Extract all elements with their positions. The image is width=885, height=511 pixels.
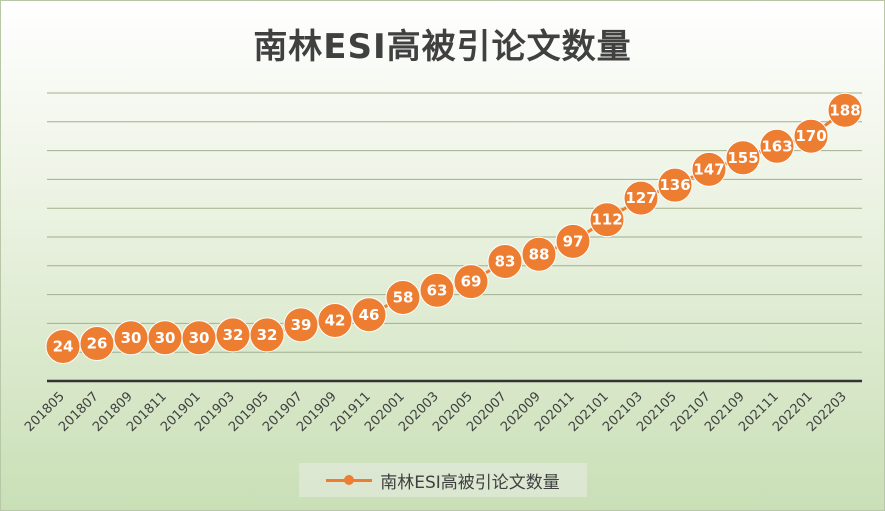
data-label: 63 bbox=[427, 281, 448, 299]
data-label: 188 bbox=[829, 101, 860, 119]
data-point bbox=[79, 326, 115, 362]
data-point bbox=[623, 180, 659, 216]
data-point bbox=[725, 140, 761, 176]
data-point bbox=[385, 279, 421, 315]
legend-label: 南林ESI高被引论文数量 bbox=[380, 472, 560, 493]
data-point bbox=[759, 128, 795, 164]
data-point bbox=[691, 151, 727, 187]
data-label: 163 bbox=[761, 137, 792, 155]
data-label: 32 bbox=[257, 326, 278, 344]
data-label: 88 bbox=[529, 245, 550, 263]
data-label: 26 bbox=[87, 335, 108, 353]
data-point bbox=[521, 236, 557, 272]
data-label: 147 bbox=[693, 160, 724, 178]
data-point bbox=[827, 92, 863, 128]
data-label: 30 bbox=[155, 329, 176, 347]
data-label: 32 bbox=[223, 326, 244, 344]
legend: 南林ESI高被引论文数量 bbox=[299, 463, 587, 497]
data-label: 112 bbox=[591, 211, 622, 229]
data-point bbox=[487, 243, 523, 279]
legend-marker-icon bbox=[326, 473, 373, 487]
data-point bbox=[589, 202, 625, 238]
data-point bbox=[555, 223, 591, 259]
data-point bbox=[793, 118, 829, 154]
data-point bbox=[351, 297, 387, 333]
data-label: 136 bbox=[659, 176, 690, 194]
data-point bbox=[283, 307, 319, 343]
data-label: 69 bbox=[461, 273, 482, 291]
data-label: 39 bbox=[291, 316, 312, 334]
data-label: 46 bbox=[359, 306, 380, 324]
data-label: 42 bbox=[325, 312, 346, 330]
data-label: 170 bbox=[795, 127, 826, 145]
data-label: 30 bbox=[189, 329, 210, 347]
data-label: 127 bbox=[625, 189, 656, 207]
data-label: 155 bbox=[727, 149, 758, 167]
data-label: 83 bbox=[495, 252, 516, 270]
data-label: 97 bbox=[563, 232, 584, 250]
data-point bbox=[317, 303, 353, 339]
data-label: 24 bbox=[53, 337, 74, 355]
data-point bbox=[657, 167, 693, 203]
data-label: 30 bbox=[121, 329, 142, 347]
data-point bbox=[453, 264, 489, 300]
data-point bbox=[419, 272, 455, 308]
data-label: 58 bbox=[393, 288, 414, 306]
data-point bbox=[249, 317, 285, 353]
series-line bbox=[62, 109, 846, 348]
chart-title: 南林ESI高被引论文数量 bbox=[253, 27, 632, 67]
